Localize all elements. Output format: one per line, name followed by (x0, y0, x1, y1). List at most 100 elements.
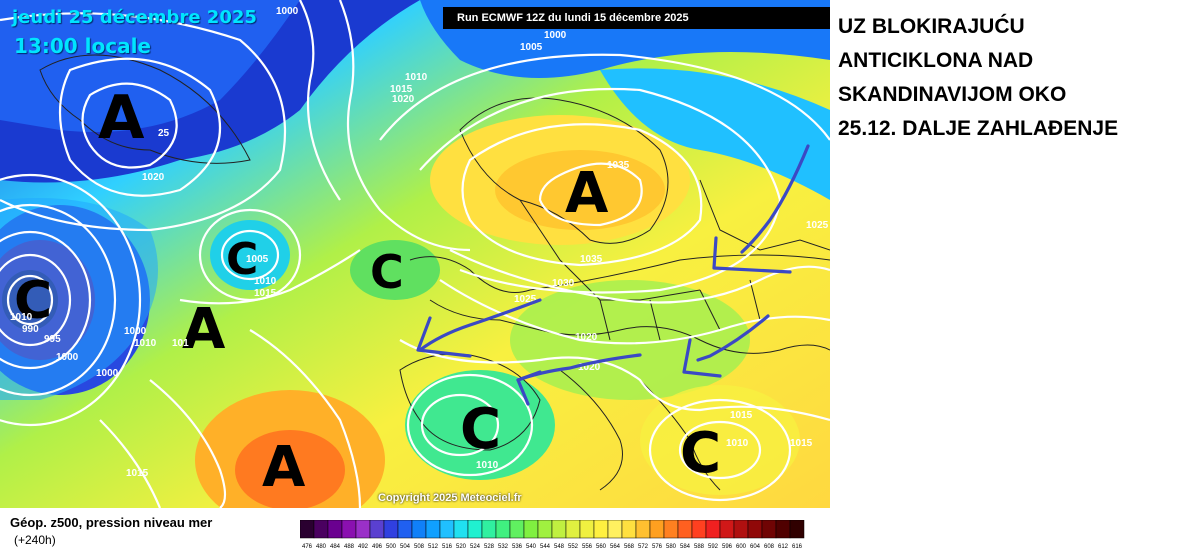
isobar-label: 101 (172, 338, 189, 349)
scale-swatch (691, 520, 707, 539)
isobars (0, 0, 830, 508)
isobar-label: 1010 (476, 460, 499, 471)
scale-value-label: 528 (484, 544, 495, 550)
scale-swatch (719, 520, 735, 539)
isobar-label: 990 (22, 324, 39, 335)
scale-swatch (775, 520, 791, 539)
copyright-text: Copyright 2025 Meteociel.fr (378, 492, 522, 504)
scale-value-label: 616 (792, 544, 803, 550)
scale-swatch (411, 520, 427, 539)
model-run-banner: Run ECMWF 12Z du lundi 15 décembre 2025 (443, 7, 830, 29)
scale-swatch (607, 520, 623, 539)
scale-value-label: 508 (414, 544, 425, 550)
weather-map: A A A A C C C C C 1000 1000 1005 1010 10… (0, 0, 830, 508)
scale-value-label: 612 (778, 544, 789, 550)
annotation-line: SKANDINAVIJOM OKO (838, 83, 1067, 106)
arrow-balkans (696, 314, 770, 362)
isobar-label: 1000 (124, 326, 147, 337)
scale-value-label: 576 (652, 544, 663, 550)
scale-swatch (327, 520, 343, 539)
scale-swatch (705, 520, 721, 539)
arrow-iberia-head (516, 370, 542, 406)
scale-value-label: 500 (386, 544, 397, 550)
scale-value-label: 596 (722, 544, 733, 550)
isobar-label: 1035 (580, 254, 603, 265)
scale-swatch (733, 520, 749, 539)
scale-swatch (509, 520, 525, 539)
scale-value-label: 564 (610, 544, 621, 550)
isobar-label: 1015 (730, 410, 753, 421)
scale-swatch (551, 520, 567, 539)
scale-swatch (313, 520, 329, 539)
scale-value-label: 520 (456, 544, 467, 550)
scale-value-label: 588 (694, 544, 705, 550)
isobar-label: 1015 (126, 468, 149, 479)
isobar-label: 1000 (544, 30, 567, 41)
scale-swatch (789, 520, 805, 539)
scale-value-label: 480 (316, 544, 327, 550)
scale-swatch (453, 520, 469, 539)
isobar-label: 1010 (726, 438, 749, 449)
scale-value-label: 592 (708, 544, 719, 550)
isobar-label: 1025 (514, 294, 537, 305)
scale-value-label: 524 (470, 544, 481, 550)
isobar-label: 1010 (405, 72, 428, 83)
isobar-label: 1035 (607, 160, 630, 171)
scale-swatch (649, 520, 665, 539)
arrow-north (740, 144, 810, 254)
scale-value-label: 604 (750, 544, 761, 550)
scale-value-label: 488 (344, 544, 355, 550)
isobar-label: 1015 (390, 84, 413, 95)
legend-subtitle: (+240h) (14, 533, 56, 547)
color-scale: 476 480 484 488 492 496 500 504 508 512 516 520 524 5… (300, 520, 805, 550)
scale-swatch (341, 520, 357, 539)
isobar-label: 1000 (96, 368, 119, 379)
isobar-label: 1020 (578, 362, 601, 373)
map-canvas: A A A A C C C C C 1000 1000 1005 1010 10… (0, 0, 830, 508)
scale-value-label: 484 (330, 544, 341, 550)
annotation-line: 25.12. DALJE ZAHLAĐENJE (838, 117, 1119, 140)
scale-value-label: 572 (638, 544, 649, 550)
system-letter: A (98, 83, 145, 153)
system-letter: C (680, 421, 721, 486)
arrow-balkans-head (682, 338, 722, 378)
scale-value-label: 568 (624, 544, 635, 550)
isobar-label: 1010 (254, 276, 277, 287)
isobar-label: 1020 (142, 172, 165, 183)
scale-swatch (523, 520, 539, 539)
scale-swatch (481, 520, 497, 539)
system-letter: A (182, 297, 226, 362)
scale-swatch (677, 520, 693, 539)
scale-swatch (621, 520, 637, 539)
scale-value-label: 548 (554, 544, 565, 550)
forecast-annotation: UZ BLOKIRAJUĆU ANTICIKLONA NAD SKANDINAV… (838, 10, 1193, 146)
scale-value-label: 492 (358, 544, 369, 550)
scale-swatch (579, 520, 595, 539)
scale-value-label: 556 (582, 544, 593, 550)
scale-swatch (467, 520, 483, 539)
annotation-line: ANTICIKLONA NAD (838, 49, 1034, 72)
isobar-label: 1020 (575, 332, 598, 343)
forecast-time: 13:00 locale (14, 34, 151, 58)
isobar-label: 1015 (790, 438, 813, 449)
scale-value-label: 600 (736, 544, 747, 550)
scale-swatch (747, 520, 763, 539)
scale-swatch (355, 520, 371, 539)
cold-flow-arrows (416, 144, 810, 406)
scale-value-label: 476 (302, 544, 313, 550)
scale-value-label: 560 (596, 544, 607, 550)
system-letter: C (14, 271, 52, 331)
isobar-label: 1025 (806, 220, 829, 231)
scale-swatch (300, 520, 315, 539)
scale-value-label: 540 (526, 544, 537, 550)
legend-title: Géop. z500, pression niveau mer (10, 515, 213, 530)
isobar-label: 1010 (10, 312, 33, 323)
isobar-labels: 1000 1000 1005 1010 1015 1020 25 1020 10… (10, 6, 829, 479)
isobar-label: 1000 (56, 352, 79, 363)
isobar-label: 1005 (520, 42, 543, 53)
scale-swatch (383, 520, 399, 539)
system-letter: A (262, 435, 306, 500)
system-letter: C (460, 397, 501, 462)
scale-swatch (565, 520, 581, 539)
system-letter: C (226, 234, 258, 285)
